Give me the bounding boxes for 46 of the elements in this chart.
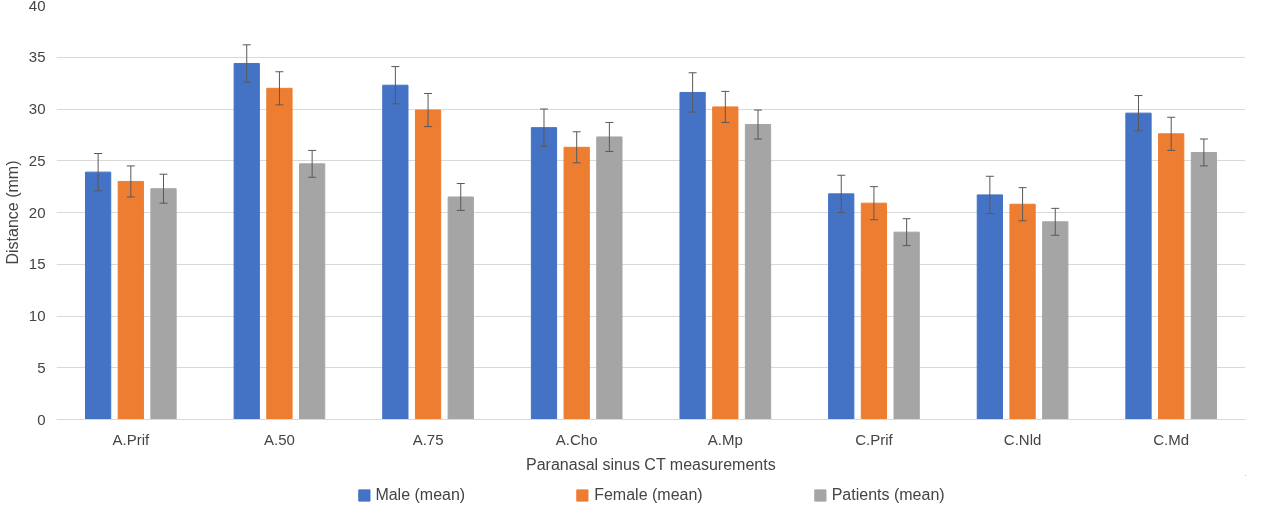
legend-label: Female (mean)	[594, 486, 703, 504]
bar	[233, 62, 260, 420]
y-axis-title: Distance (mm)	[3, 160, 21, 265]
x-tick-label: C.Prif	[855, 430, 894, 448]
bar	[414, 109, 442, 420]
x-tick-label: C.Nld	[1003, 430, 1042, 448]
x-tick-label: A.75	[412, 430, 444, 448]
bar	[530, 127, 558, 420]
bar	[563, 146, 590, 420]
legend-label: Male (mean)	[375, 486, 466, 504]
y-tick-label: 15	[28, 255, 46, 273]
x-tick-label: A.50	[264, 430, 295, 448]
bar	[150, 188, 177, 420]
x-tick-label: A.Cho	[555, 430, 598, 448]
y-tick-label: 20	[28, 203, 46, 221]
bar	[299, 163, 326, 420]
bar	[1009, 203, 1036, 420]
bar	[117, 180, 144, 420]
bar	[679, 91, 706, 420]
y-tick-label: 25	[28, 151, 46, 169]
bar	[84, 171, 112, 420]
bar	[1190, 151, 1218, 420]
bar	[1042, 221, 1069, 420]
y-tick-label: 10	[28, 307, 46, 324]
bar	[828, 193, 855, 420]
bar	[893, 231, 920, 420]
y-tick-label: 5	[37, 358, 46, 376]
bar	[382, 84, 409, 420]
x-tick-label: C.Md	[1153, 430, 1190, 448]
bar	[447, 196, 474, 420]
bar	[712, 106, 739, 420]
y-tick-label: 30	[28, 100, 46, 117]
y-tick-label: 40	[28, 0, 46, 14]
bar	[860, 202, 888, 420]
bar	[1158, 133, 1185, 420]
x-axis-title: Paranasal sinus CT measurements	[526, 455, 776, 473]
bar	[744, 124, 772, 420]
bar	[1125, 112, 1152, 420]
x-tick-label: A.Prif	[112, 430, 150, 448]
bar	[596, 136, 623, 420]
bar	[266, 87, 293, 420]
legend-label: Patients (mean)	[831, 486, 945, 504]
y-tick-label: 35	[28, 48, 46, 66]
y-tick-label: 0	[37, 410, 46, 428]
bar	[976, 194, 1003, 420]
x-tick-label: A.Mp	[707, 430, 743, 448]
